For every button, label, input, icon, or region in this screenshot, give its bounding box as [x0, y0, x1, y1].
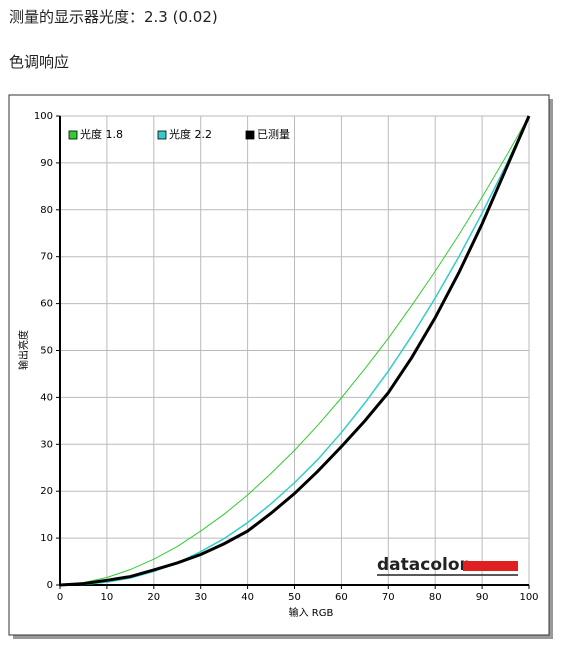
- legend-label: 光度 2.2: [169, 127, 212, 141]
- logo-text: datacolor: [377, 555, 469, 575]
- x-tick-label: 50: [288, 592, 301, 603]
- series-line: [59, 115, 531, 587]
- y-tick-label: 50: [40, 346, 53, 357]
- page-title: 测量的显示器光度：2.3 (0.02): [9, 8, 218, 26]
- y-tick-label: 60: [40, 299, 53, 310]
- x-axis-label: 输入 RGB: [289, 606, 334, 619]
- y-tick-label: 0: [47, 580, 53, 591]
- x-tick-label: 30: [194, 592, 207, 603]
- chart-frame: [8, 94, 550, 636]
- legend-swatch: [157, 130, 167, 140]
- series-line: [59, 115, 530, 586]
- legend-label: 已测量: [257, 128, 290, 141]
- logo-bar: [463, 561, 518, 571]
- x-tick-label: 80: [429, 592, 442, 603]
- x-tick-label: 60: [335, 592, 348, 603]
- y-tick-label: 80: [40, 205, 53, 216]
- legend-swatch: [68, 130, 78, 140]
- y-tick-label: 40: [40, 392, 53, 403]
- x-tick-label: 100: [519, 592, 538, 603]
- section-title: 色调响应: [9, 53, 70, 71]
- x-tick-label: 90: [476, 592, 489, 603]
- x-tick-label: 70: [382, 592, 395, 603]
- x-tick-label: 40: [241, 592, 254, 603]
- y-tick-label: 90: [40, 158, 53, 169]
- y-tick-label: 30: [40, 439, 53, 450]
- y-tick-label: 10: [40, 533, 53, 544]
- y-tick-label: 100: [34, 111, 53, 122]
- x-tick-label: 0: [57, 592, 63, 603]
- x-tick-label: 10: [101, 592, 114, 603]
- y-tick-label: 20: [40, 486, 53, 497]
- y-tick-label: 70: [40, 252, 53, 263]
- y-axis-label: 输出亮度: [17, 330, 30, 370]
- x-tick-label: 20: [147, 592, 160, 603]
- legend-swatch: [245, 130, 255, 140]
- legend-label: 光度 1.8: [80, 127, 123, 141]
